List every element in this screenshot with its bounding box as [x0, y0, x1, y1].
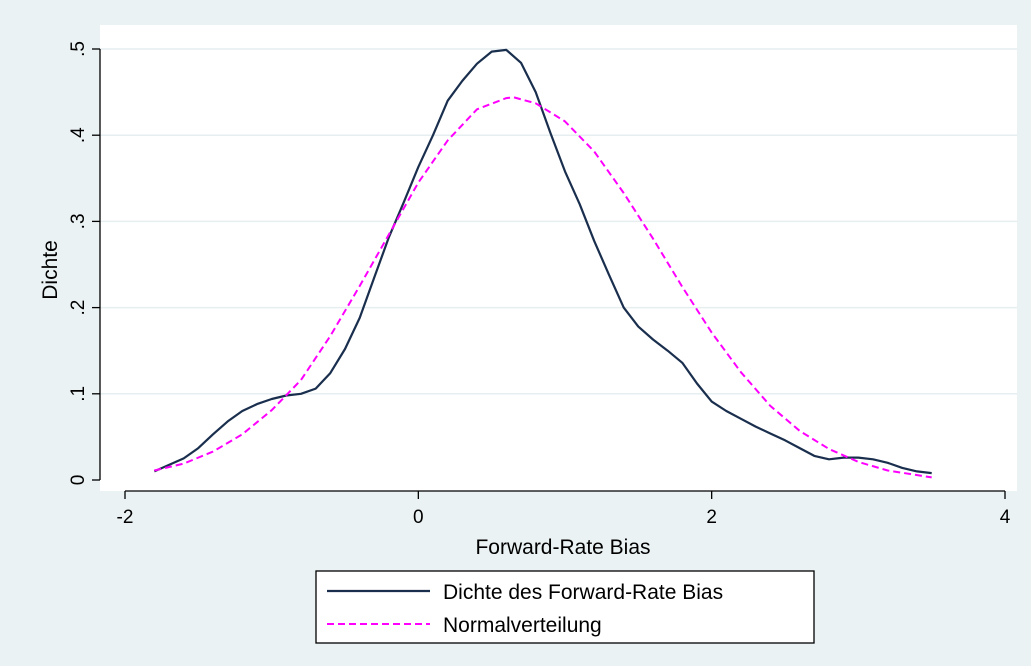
x-tick-label: 2 [706, 507, 717, 528]
legend-label-density: Dichte des Forward-Rate Bias [443, 581, 723, 604]
legend-label-normal: Normalverteilung [443, 614, 602, 637]
y-tick-label: .1 [68, 386, 89, 402]
x-tick-label: -2 [117, 507, 134, 528]
y-tick-label: .3 [68, 213, 89, 229]
x-axis-title: Forward-Rate Bias [475, 536, 650, 559]
x-tick-label: 0 [413, 507, 424, 528]
y-tick-label: .5 [68, 41, 89, 57]
plot-area [100, 25, 1017, 491]
y-tick-label: .2 [68, 300, 89, 316]
legend: Dichte des Forward-Rate Bias Normalverte… [315, 570, 815, 644]
y-tick-label: .4 [68, 127, 89, 143]
series-line-1 [154, 96, 932, 479]
series-line-0 [153, 48, 932, 475]
series-lines [153, 48, 932, 479]
axes: 0 .1 .2 .3 .4 .5 -2 0 2 4 [68, 41, 1011, 528]
y-axis-title: Dichte [39, 240, 62, 300]
legend-box [315, 570, 815, 644]
grid-lines [100, 48, 1017, 395]
y-tick-label: 0 [68, 475, 89, 486]
x-tick-label: 4 [1000, 507, 1011, 528]
